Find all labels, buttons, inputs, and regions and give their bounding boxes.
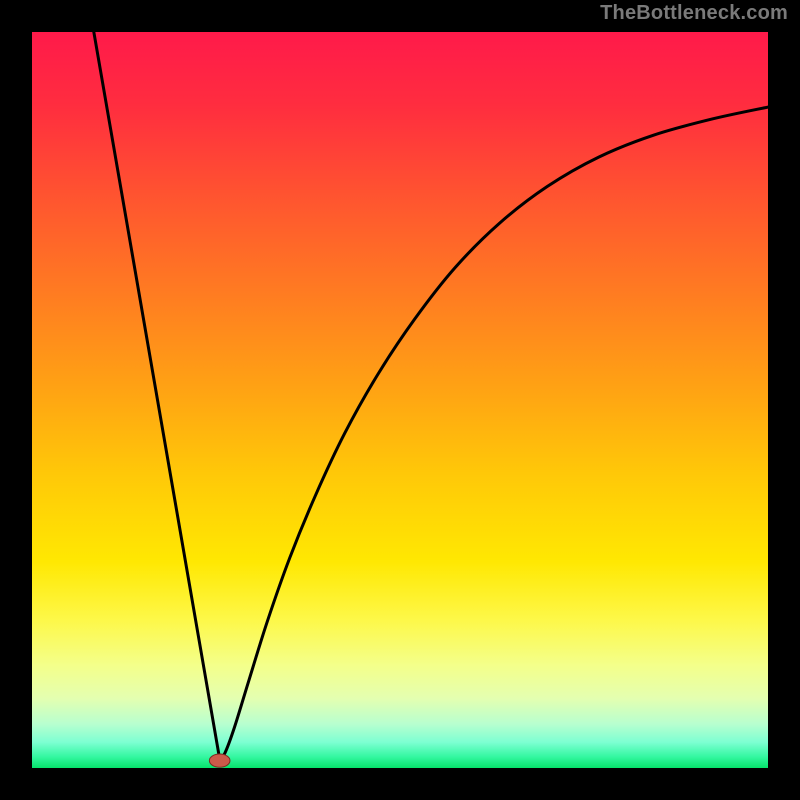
plot-svg (32, 32, 768, 768)
chart-frame: TheBottleneck.com (0, 0, 800, 800)
plot-background (32, 32, 768, 768)
plot-area (32, 32, 768, 768)
optimum-marker (209, 754, 230, 767)
watermark-text: TheBottleneck.com (600, 2, 788, 25)
